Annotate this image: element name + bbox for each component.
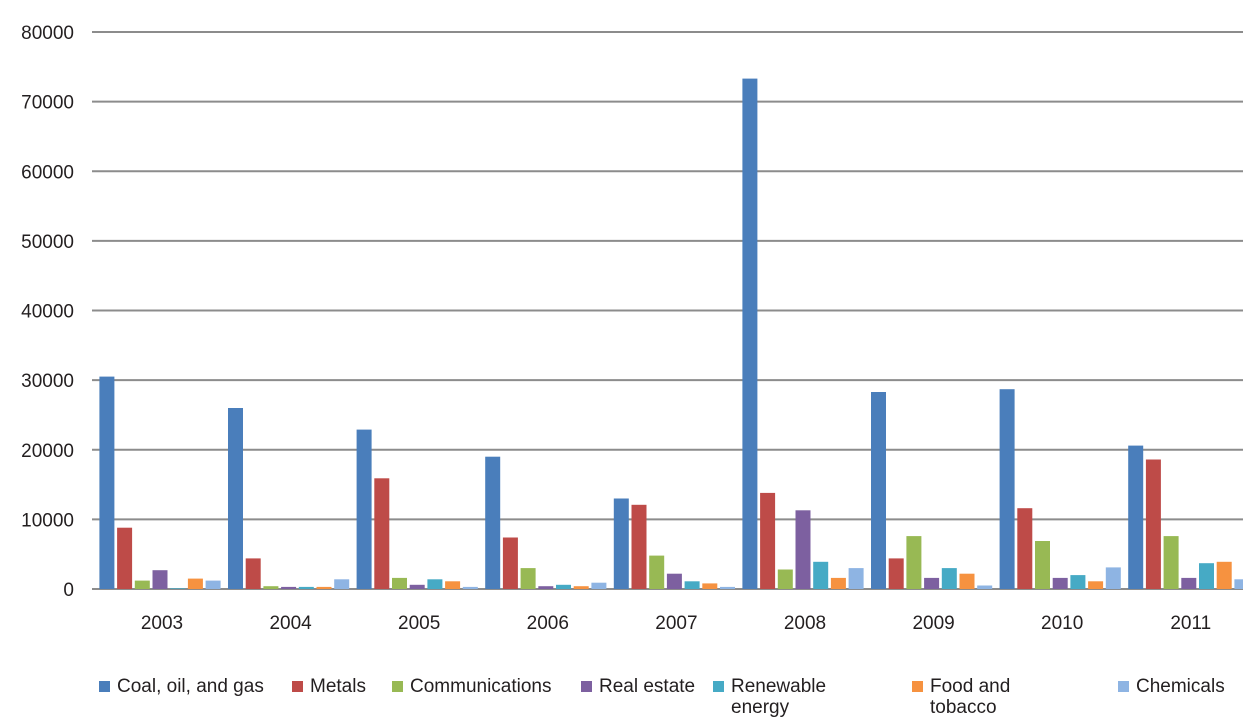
bar <box>1017 508 1033 589</box>
bar <box>760 492 776 589</box>
y-tick-label: 40000 <box>21 302 74 323</box>
bar <box>1163 536 1179 589</box>
bars <box>99 78 1243 589</box>
y-tick-label: 50000 <box>21 232 74 253</box>
x-tick-label: 2004 <box>269 613 312 634</box>
bar <box>1199 563 1214 589</box>
bar <box>228 408 243 589</box>
bar <box>502 537 518 589</box>
bar <box>666 573 682 589</box>
bar <box>281 586 297 589</box>
bar <box>134 580 150 589</box>
bar <box>245 558 261 589</box>
bar <box>170 588 186 589</box>
bar <box>334 579 350 589</box>
x-tick-label: 2008 <box>784 613 826 634</box>
y-tick-label: 30000 <box>21 371 74 392</box>
x-tick-label: 2006 <box>527 613 569 634</box>
bar <box>556 584 571 589</box>
bar <box>1035 541 1050 589</box>
bar <box>888 558 904 589</box>
bar <box>117 527 133 589</box>
bar <box>520 568 536 589</box>
bar <box>1216 561 1232 589</box>
bar <box>392 577 407 589</box>
bar <box>591 582 607 589</box>
bar <box>795 510 811 589</box>
y-tick-label: 0 <box>63 580 74 601</box>
bar <box>1105 567 1121 589</box>
x-tick-label: 2005 <box>398 613 440 634</box>
bar <box>152 570 168 589</box>
bar <box>427 579 443 589</box>
y-tick-label: 70000 <box>21 93 74 114</box>
bar <box>187 578 203 589</box>
bar <box>1128 445 1144 589</box>
x-tick-label: 2011 <box>1170 613 1211 634</box>
bar <box>462 586 478 589</box>
bar <box>959 573 975 589</box>
y-axis-ticks: 0 10000 20000 30000 40000 50000 60000 70000 8000… <box>21 23 74 601</box>
bar <box>941 568 957 589</box>
y-tick-label: 60000 <box>21 162 74 183</box>
bar <box>742 78 758 589</box>
bar <box>649 555 665 589</box>
bar <box>720 586 735 589</box>
bar <box>316 586 332 589</box>
bar <box>830 577 846 589</box>
bar <box>374 478 390 589</box>
bar <box>298 586 314 589</box>
bar <box>906 536 922 589</box>
bar <box>848 568 864 589</box>
x-tick-label: 2010 <box>1041 613 1083 634</box>
bar <box>538 586 554 589</box>
bar <box>1070 575 1086 589</box>
bar <box>977 585 993 589</box>
bar <box>263 586 279 589</box>
x-tick-label: 2007 <box>655 613 697 634</box>
bar <box>99 376 115 589</box>
bar <box>631 504 647 589</box>
bar <box>813 561 829 589</box>
bar <box>409 584 425 589</box>
x-tick-label: 2003 <box>141 613 183 634</box>
bar <box>1088 581 1104 589</box>
bar <box>1145 459 1161 589</box>
bar <box>1052 577 1068 589</box>
x-tick-label: 2009 <box>912 613 954 634</box>
bar <box>485 456 501 589</box>
bar <box>1181 577 1197 589</box>
bar <box>999 389 1015 589</box>
y-tick-label: 10000 <box>21 510 74 531</box>
y-tick-label: 20000 <box>21 441 74 462</box>
bar <box>445 581 461 589</box>
bar <box>613 498 629 589</box>
bar <box>871 392 886 589</box>
bar <box>924 577 940 589</box>
bar <box>205 580 221 589</box>
bar <box>573 586 589 589</box>
bar <box>1234 579 1243 589</box>
x-axis-ticks: 2003 2004 2005 2006 2007 2008 2009 2010 2011 <box>141 613 1211 634</box>
bar <box>702 583 718 589</box>
gridlines <box>92 31 1243 590</box>
bar <box>777 569 793 589</box>
y-tick-label: 80000 <box>21 23 74 44</box>
bar <box>684 581 700 589</box>
bar <box>356 429 372 589</box>
